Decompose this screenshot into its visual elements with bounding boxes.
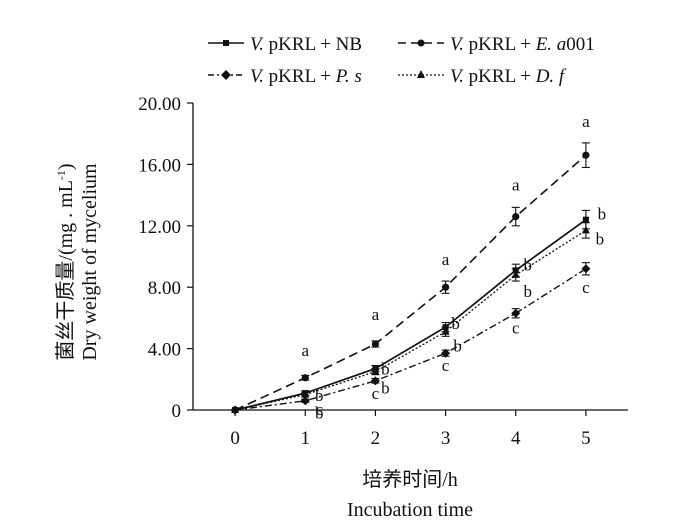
x-tick-label: 2 [371, 428, 381, 449]
x-tick-label: 5 [581, 428, 591, 449]
data-point [441, 327, 450, 335]
legend-label-df: V. pKRL + D. f [450, 66, 567, 87]
significance-letter: b [453, 337, 462, 356]
legend-label-nb: V. pKRL + NB [250, 34, 362, 55]
significance-letter: b [596, 229, 605, 248]
data-point [511, 308, 521, 318]
x-axis-title-en: Incubation time [347, 499, 473, 521]
data-point [300, 396, 310, 406]
significance-letter: c [315, 400, 323, 419]
data-point [370, 376, 380, 386]
data-point [441, 348, 451, 358]
data-point [371, 340, 380, 348]
significance-letter: a [442, 250, 450, 269]
y-tick-label: 16.00 [138, 155, 181, 176]
y-axis-title: 菌丝干质量/(mg . mL-1) Dry weight of mycelium [54, 163, 101, 361]
legend-entry-ps: V. pKRL + P. s [208, 66, 362, 87]
data-point [511, 270, 520, 278]
legend-entry-df: V. pKRL + D. f [398, 66, 567, 87]
x-tick-label: 1 [301, 428, 311, 449]
x-axis-title-cn: 培养时间/h [362, 468, 458, 491]
significance-letter: a [301, 341, 309, 360]
data-point [301, 390, 310, 398]
legend-marker-df [417, 70, 425, 78]
significance-letter: c [372, 384, 380, 403]
significance-letter: b [381, 379, 390, 398]
significance-letter: b [523, 255, 532, 274]
significance-letter: c [512, 318, 520, 337]
series-1: a a a a a [231, 112, 590, 414]
y-axis-title-en: Dry weight of mycelium [79, 163, 101, 361]
data-point [301, 374, 309, 382]
data-point [231, 405, 240, 413]
data-point [441, 283, 450, 291]
legend-marker-ps [221, 70, 231, 80]
significance-letter: b [315, 404, 324, 423]
significance-letter: c [582, 278, 590, 297]
y-tick-label: 4.00 [148, 340, 181, 361]
series-2: c c c c c [230, 262, 591, 419]
significance-letter: a [372, 305, 380, 324]
series-line [234, 218, 587, 411]
x-tick-label: 4 [511, 428, 521, 449]
series-line [234, 154, 587, 411]
data-point [371, 367, 380, 375]
legend: V. pKRL + NB V. pKRL + E. a001 V. pKRL +… [208, 34, 595, 87]
data-point [582, 216, 589, 223]
legend-label-ps: V. pKRL + P. s [250, 66, 362, 87]
legend-marker-ea001 [417, 39, 425, 47]
significance-letter: a [512, 176, 520, 195]
significance-letter: c [442, 356, 450, 375]
legend-marker-nb [223, 40, 229, 46]
data-point [581, 264, 591, 274]
legend-entry-ea001: V. pKRL + E. a001 [398, 34, 595, 55]
series-line [235, 268, 587, 411]
legend-entry-nb: V. pKRL + NB [208, 34, 362, 55]
significance-letter: b [598, 205, 607, 224]
y-tick-label: 0 [172, 401, 182, 422]
x-tick-label: 3 [441, 428, 451, 449]
y-tick-label: 8.00 [148, 278, 181, 299]
x-tick-label: 0 [230, 428, 240, 449]
y-tick-label: 12.00 [138, 217, 181, 238]
significance-letter: b [381, 360, 390, 379]
significance-letter: b [523, 282, 532, 301]
axes: 0 4.00 8.00 12.00 16.00 20.00 0 1 2 3 4 5 [138, 94, 628, 449]
significance-letter: b [315, 386, 324, 405]
significance-letter: b [451, 314, 460, 333]
data-point [582, 151, 590, 159]
data-point [512, 212, 520, 221]
data-point [581, 225, 590, 234]
y-axis-title-cn: 菌丝干质量/(mg . mL-1) [54, 163, 77, 360]
legend-label-ea001: V. pKRL + E. a001 [450, 34, 595, 55]
y-tick-label: 20.00 [138, 94, 181, 115]
significance-letter: a [582, 112, 590, 131]
